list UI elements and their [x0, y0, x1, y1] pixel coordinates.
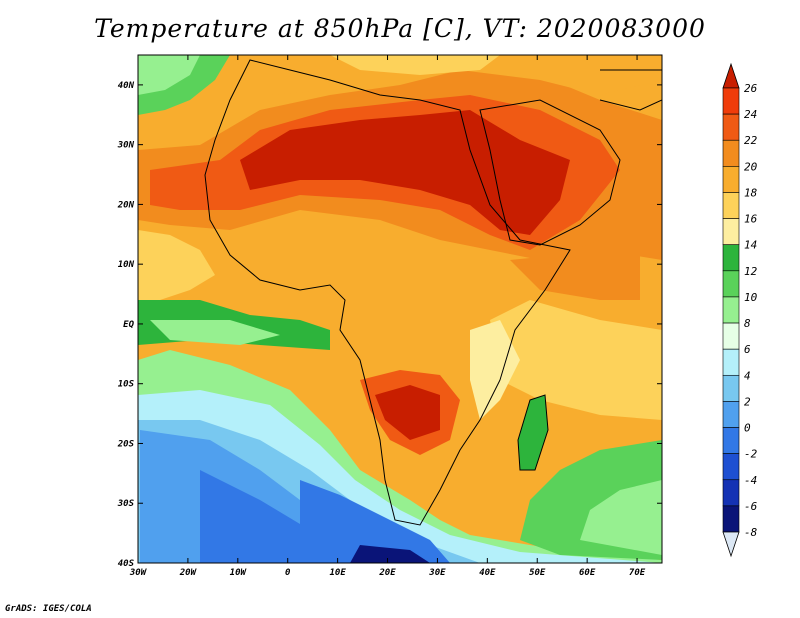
- colorbar-label: 2: [744, 395, 751, 408]
- lat-tick-label: 20S: [117, 439, 135, 449]
- lon-tick-label: 60E: [579, 568, 596, 578]
- colorbar-label: 18: [744, 186, 758, 199]
- lat-tick-label: 30N: [117, 141, 135, 151]
- colorbar-label: 6: [744, 343, 751, 356]
- colorbar-label: 14: [744, 239, 757, 252]
- lon-tick-label: 20E: [378, 568, 396, 578]
- colorbar-swatch: [722, 218, 740, 246]
- lat-tick-label: 10S: [118, 380, 135, 390]
- colorbar-swatch: [722, 479, 740, 507]
- map-title: Temperature at 850hPa [C], VT: 202008300…: [94, 14, 706, 43]
- colorbar-swatch: [722, 244, 740, 272]
- lat-tick-label: 20N: [117, 200, 135, 210]
- colorbar-swatch: [722, 427, 740, 454]
- lat-axis: 40N 30N 20N 10N EQ 10S 20S 30S 40S: [117, 81, 662, 569]
- colorbar-label: 10: [744, 291, 758, 304]
- colorbar-swatch: [722, 453, 740, 481]
- colorbar-label: -4: [744, 474, 757, 487]
- colorbar-label: 4: [744, 369, 751, 382]
- coastlines: [204, 59, 662, 526]
- colorbar-swatch: [722, 322, 740, 350]
- lon-tick-label: 30W: [129, 568, 148, 578]
- colorbar-swatch: [722, 296, 740, 324]
- lat-tick-label: 10N: [118, 260, 135, 270]
- colorbar-top-arrow: [722, 62, 740, 89]
- lon-tick-label: 50E: [529, 568, 546, 578]
- lon-tick-label: 0: [285, 568, 291, 578]
- colorbar-label: 20: [744, 160, 758, 173]
- colorbar-label: -8: [744, 526, 758, 539]
- colorbar-swatch: [722, 270, 740, 298]
- lon-tick-label: 70E: [629, 568, 646, 578]
- lon-tick-label: 10W: [230, 568, 248, 578]
- lat-tick-label: 40S: [118, 559, 135, 569]
- lon-tick-label: 30E: [428, 568, 446, 578]
- lat-tick-label: 30S: [117, 499, 135, 509]
- colorbar-swatch: [722, 401, 740, 428]
- colorbar-swatch: [722, 374, 740, 402]
- plot-frame: [137, 54, 663, 564]
- colorbar-label: 26: [744, 82, 758, 95]
- colorbar-swatch: [722, 505, 740, 533]
- lon-tick-label: 40E: [479, 568, 496, 578]
- lat-tick-label: 40N: [118, 81, 135, 91]
- temperature-field: [138, 55, 662, 563]
- colorbar-swatch: [722, 139, 740, 167]
- colorbar-swatch: [722, 87, 740, 115]
- colorbar-label: 8: [744, 317, 751, 330]
- colorbar-label: 16: [744, 213, 758, 226]
- lon-tick-label: 10E: [329, 568, 346, 578]
- colorbar-swatch: [722, 166, 740, 193]
- colorbar-label: 0: [744, 422, 751, 435]
- colorbar-label: 22: [744, 134, 758, 147]
- colorbar-label: -6: [744, 500, 758, 513]
- colorbar-label: -2: [744, 448, 758, 461]
- colorbar-swatch: [722, 348, 740, 376]
- lat-tick-label: EQ: [123, 320, 134, 330]
- lon-axis: 30W 20W 10W 0 10E 20E 30E 40E 50E 60E 70E: [129, 55, 646, 578]
- colorbar-label: 12: [744, 265, 758, 278]
- colorbar-bottom-arrow: [722, 531, 740, 558]
- credit-text: GrADS: IGES/COLA: [5, 604, 92, 614]
- colorbar-swatch: [722, 192, 740, 219]
- colorbar-swatch: [722, 113, 740, 141]
- lon-tick-label: 20W: [179, 568, 198, 578]
- colorbar-label: 24: [744, 108, 757, 121]
